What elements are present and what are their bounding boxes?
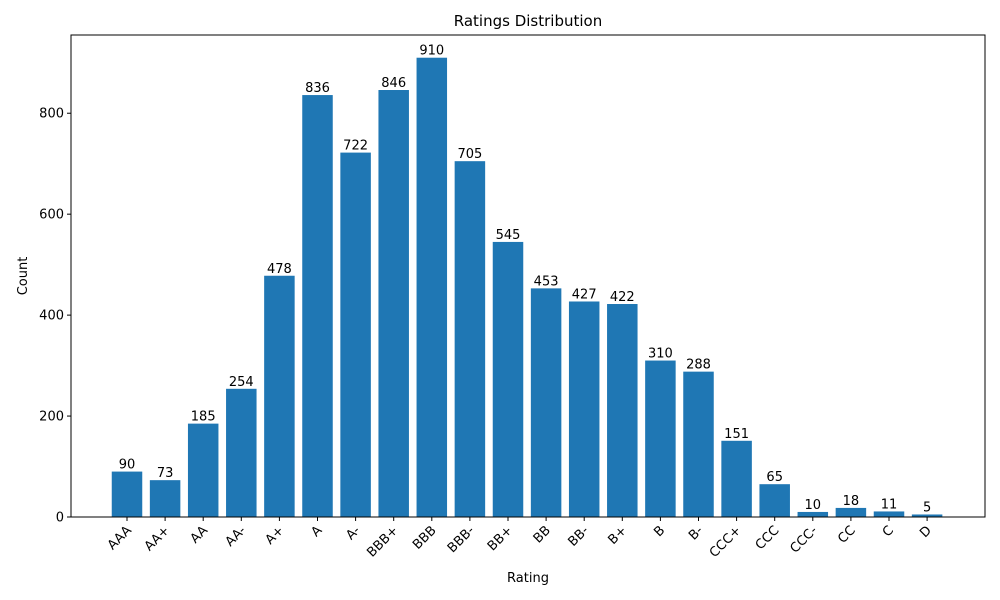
x-axis-title: Rating xyxy=(507,571,549,586)
bar-BB xyxy=(530,288,562,517)
bar-D xyxy=(911,514,943,517)
bar-A- xyxy=(340,152,371,517)
value-label-B: 310 xyxy=(648,347,673,362)
bar-C xyxy=(873,511,905,517)
y-tick-label-0: 0 xyxy=(56,511,64,526)
bar-AAA xyxy=(111,471,143,517)
x-tick-label-CCC+: CCC+ xyxy=(707,523,745,561)
x-tick-label-AA: AA xyxy=(188,523,212,547)
x-tick-label-CCC: CCC xyxy=(753,523,783,553)
bar-CCC xyxy=(759,484,790,517)
bar-CCC+ xyxy=(721,440,752,517)
x-tick-label-A: A xyxy=(308,523,325,540)
y-axis-title: Count xyxy=(16,257,31,296)
x-tick-label-BB: BB xyxy=(531,523,554,546)
x-tick-label-D: D xyxy=(917,523,935,541)
x-tick-label-A+: A+ xyxy=(263,523,288,548)
value-label-AA-: 254 xyxy=(229,375,254,390)
bar-AA- xyxy=(226,388,257,517)
value-label-BB: 453 xyxy=(534,274,559,289)
value-label-BBB-: 705 xyxy=(457,147,482,162)
y-tick-label-200: 200 xyxy=(39,410,64,425)
y-tick-label-800: 800 xyxy=(39,107,64,122)
x-tick-label-A-: A- xyxy=(343,523,363,543)
y-axis: 0 200 400 600 800 xyxy=(39,107,71,526)
value-label-B-: 288 xyxy=(686,358,711,373)
bar-BB- xyxy=(568,301,600,517)
value-label-B+: 422 xyxy=(610,290,635,305)
y-tick-label-400: 400 xyxy=(39,309,64,324)
value-label-AA+: 73 xyxy=(157,466,174,481)
value-label-AAA: 90 xyxy=(119,458,136,473)
bar-BBB+ xyxy=(378,90,409,517)
value-label-CC: 18 xyxy=(843,494,860,509)
value-label-BBB+: 846 xyxy=(381,76,406,91)
x-tick-label-BBB+: BBB+ xyxy=(364,523,401,560)
x-tick-label-C: C xyxy=(880,523,897,540)
bar-AA xyxy=(187,423,219,517)
value-label-BB-: 427 xyxy=(572,287,597,302)
bar-CC xyxy=(835,507,867,517)
bar-B xyxy=(645,360,676,517)
bars-group xyxy=(111,57,943,518)
value-label-A+: 478 xyxy=(267,262,292,277)
x-tick-label-B: B xyxy=(651,523,668,540)
x-tick-label-BB-: BB- xyxy=(565,523,592,550)
value-label-C: 11 xyxy=(881,497,898,512)
value-label-D: 5 xyxy=(923,500,931,515)
value-label-BBB: 910 xyxy=(419,44,444,59)
value-label-AA: 185 xyxy=(191,410,216,425)
bar-A+ xyxy=(264,275,295,517)
bar-BB+ xyxy=(492,241,524,517)
x-tick-label-BB+: BB+ xyxy=(485,523,516,554)
bar-BBB- xyxy=(454,161,486,517)
plot-frame xyxy=(70,34,986,518)
bar-B+ xyxy=(607,304,638,517)
x-tick-label-B+: B+ xyxy=(606,523,631,548)
x-tick-label-BBB: BBB xyxy=(410,523,440,553)
value-label-A: 836 xyxy=(305,81,330,96)
value-label-BB+: 545 xyxy=(496,228,521,243)
x-tick-label-AA-: AA- xyxy=(223,523,250,550)
x-tick-label-BBB-: BBB- xyxy=(445,523,478,556)
x-tick-label-AAA: AAA xyxy=(105,523,135,553)
x-tick-label-B-: B- xyxy=(686,523,706,543)
bar-A xyxy=(302,95,333,517)
bar-BBB xyxy=(416,57,448,518)
x-axis: AAA AA+ AA AA- A+ A A- BBB+ BBB BBB- BB+ BB BB- B+ B B-… xyxy=(105,517,935,561)
chart-title: Ratings Distribution xyxy=(454,12,602,30)
value-label-CCC-: 10 xyxy=(805,498,822,513)
y-tick-label-600: 600 xyxy=(39,208,64,223)
bar-CCC- xyxy=(797,511,829,517)
value-label-CCC+: 151 xyxy=(724,427,749,442)
x-tick-label-CCC-: CCC- xyxy=(787,523,820,556)
x-tick-label-CC: CC xyxy=(835,523,858,546)
value-label-CCC: 65 xyxy=(766,470,783,485)
bar-B- xyxy=(683,371,714,517)
value-label-A-: 722 xyxy=(343,139,368,154)
bar-AA+ xyxy=(149,480,181,517)
x-tick-label-AA+: AA+ xyxy=(142,523,173,554)
